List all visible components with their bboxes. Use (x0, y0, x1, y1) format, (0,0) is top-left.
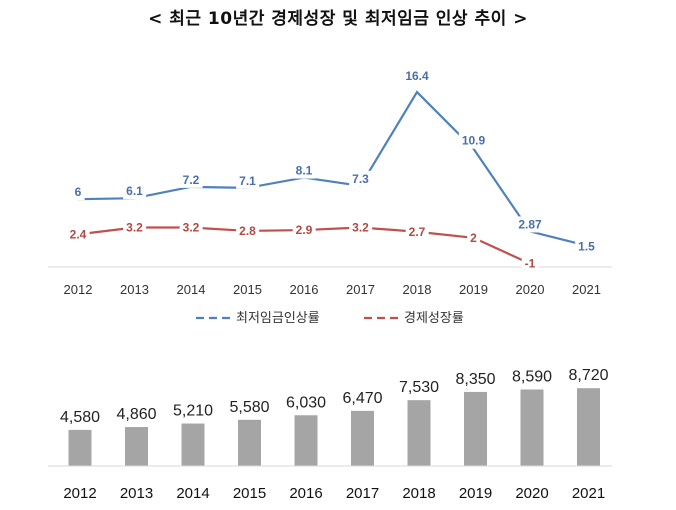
bar-value-label: 4,580 (60, 409, 100, 426)
label-background (123, 219, 147, 236)
label-background (292, 222, 316, 239)
x-tick-label: 2015 (233, 485, 266, 502)
data-label-min-wage: 6 (75, 185, 82, 199)
bar-value-label: 8,720 (568, 367, 608, 384)
bar (520, 389, 544, 466)
label-background (349, 170, 373, 187)
x-tick-label: 2012 (64, 282, 93, 297)
label-background (123, 183, 147, 200)
x-tick-label: 2020 (515, 485, 548, 502)
bar (181, 423, 205, 466)
line-chart: 2012 2013 2014 2015 2016 2017 2018 2019 2020 2021… (48, 68, 612, 326)
label-background (292, 162, 316, 179)
bar (464, 391, 487, 466)
bar-chart: 4,580 2012 4,860 2013 5,210 2014 5,580 2015 6,03… (48, 367, 612, 502)
label-background (515, 216, 546, 233)
x-tick-label: 2020 (516, 282, 545, 297)
bar (407, 400, 431, 466)
bar (68, 429, 92, 466)
label-background (521, 255, 539, 272)
label-background (236, 222, 260, 239)
x-tick-label: 2017 (346, 485, 379, 502)
data-label-min-wage: 2.87 (518, 217, 542, 231)
bar (577, 388, 600, 466)
x-tick-label: 2016 (289, 485, 322, 502)
x-tick-label: 2012 (63, 485, 96, 502)
data-label-growth: 2.7 (409, 225, 426, 239)
label-background (575, 238, 599, 255)
x-tick-label: 2014 (177, 282, 206, 297)
bar (125, 427, 148, 466)
data-label-min-wage: 10.9 (462, 134, 486, 148)
x-tick-label: 2018 (403, 282, 432, 297)
x-tick-label: 2019 (459, 282, 488, 297)
x-tick-label: 2014 (176, 485, 209, 502)
x-tick-label: 2017 (346, 282, 375, 297)
bar-value-label: 5,580 (229, 399, 269, 416)
x-tick-label: 2015 (233, 282, 262, 297)
data-label-growth: 3.2 (183, 220, 200, 234)
data-label-min-wage: 8.1 (296, 164, 313, 178)
x-tick-label: 2013 (120, 485, 153, 502)
data-label-growth: 3.2 (126, 220, 143, 234)
label-background (405, 223, 429, 240)
x-tick-label: 2021 (572, 485, 605, 502)
data-label-growth: 2 (470, 231, 477, 245)
bar (351, 410, 374, 466)
data-label-min-wage: 1.5 (578, 240, 595, 254)
label-background (402, 68, 433, 85)
bar-value-label: 5,210 (173, 403, 213, 420)
data-label-min-wage: 7.3 (352, 172, 369, 186)
bar-value-label: 6,470 (342, 390, 382, 407)
label-background (66, 226, 90, 243)
bar-value-label: 7,530 (399, 379, 439, 396)
data-label-min-wage: 7.1 (239, 174, 256, 188)
x-tick-label: 2019 (459, 485, 492, 502)
data-label-min-wage: 7.2 (183, 173, 200, 187)
data-label-min-wage: 16.4 (405, 69, 429, 83)
label-background (71, 184, 85, 201)
label-background (236, 172, 260, 189)
bar-value-label: 4,860 (116, 406, 156, 423)
data-label-growth: -1 (525, 257, 536, 271)
bar-value-label: 8,350 (455, 371, 495, 388)
bar (238, 419, 261, 466)
x-tick-label: 2013 (120, 282, 149, 297)
label-background (179, 219, 203, 236)
data-label-growth: 2.4 (70, 227, 87, 241)
label-background (349, 219, 373, 236)
label-background (179, 171, 203, 188)
data-label-growth: 3.2 (352, 220, 369, 234)
x-tick-label: 2018 (402, 485, 435, 502)
legend-label-min-wage: 최저임금인상률 (236, 311, 320, 326)
x-tick-label: 2021 (572, 282, 601, 297)
bar-value-label: 6,030 (286, 394, 326, 411)
data-label-growth: 2.9 (296, 223, 313, 237)
legend-label-growth: 경제성장률 (404, 311, 464, 326)
chart-title: < 최근 10년간 경제성장 및 최저임금 인상 추이 > (148, 9, 528, 29)
series-line-min-wage (77, 90, 587, 247)
bar (294, 415, 318, 466)
data-label-min-wage: 6.1 (126, 184, 143, 198)
x-tick-label: 2016 (290, 282, 319, 297)
bar-value-label: 8,590 (512, 368, 552, 385)
label-background (458, 132, 489, 149)
data-label-growth: 2.8 (239, 224, 256, 238)
label-background (467, 229, 481, 246)
